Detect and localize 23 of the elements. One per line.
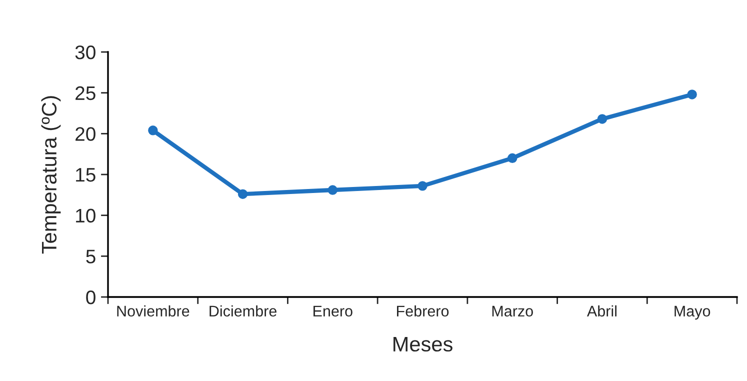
x-tick-label: Mayo <box>674 306 710 320</box>
y-tick-label: 20 <box>76 127 96 141</box>
point <box>507 153 518 164</box>
y-axis-title: Temperatura (ºC) <box>41 96 61 254</box>
y-tick-label: 10 <box>76 208 96 223</box>
x-tick-label: Abril <box>586 305 616 317</box>
point <box>687 90 697 100</box>
point <box>328 185 338 195</box>
x-tick-label: Febrero <box>397 305 449 317</box>
x-axis-title: Meses <box>394 337 452 352</box>
y-tick-label: 30 <box>75 45 96 60</box>
y-tick-label: 0 <box>86 290 96 304</box>
point <box>418 181 428 191</box>
y-tick-label: 5 <box>86 250 96 264</box>
x-tick-label: Enero <box>314 306 352 317</box>
y-tick-label: 15 <box>76 168 96 182</box>
y-tick-label: 25 <box>76 86 96 100</box>
point <box>238 189 248 199</box>
x-tick-label: Noviembre <box>117 305 190 317</box>
x-tick-label: Diciembre <box>210 305 276 317</box>
point <box>148 126 158 136</box>
point <box>597 114 608 124</box>
x-tick-label: Marzo <box>492 306 533 317</box>
